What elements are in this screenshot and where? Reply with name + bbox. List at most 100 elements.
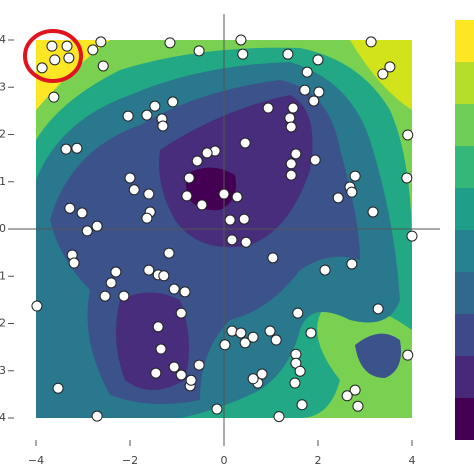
colorbar-band [455,104,474,146]
colorbar-band [455,272,474,314]
point [273,411,285,423]
point [68,257,80,269]
point [61,40,73,52]
contour-band [159,95,313,248]
point [81,225,93,237]
point [152,321,164,333]
point [352,400,364,412]
point [402,349,414,361]
points [31,34,418,423]
point [301,66,313,78]
point [406,230,418,242]
point [319,264,331,276]
point [164,37,176,49]
point [157,120,169,132]
point [256,368,268,380]
x-tick-label: 0 [221,454,228,467]
point [289,377,301,389]
point [239,337,251,349]
y-tick-label: −4 [0,411,6,424]
point [384,61,396,73]
point [52,382,64,394]
point [31,300,43,312]
point [294,365,306,377]
point [97,60,109,72]
point [196,199,208,211]
point [191,155,203,167]
point [185,374,197,386]
point [201,147,213,159]
point [287,102,299,114]
colorbar-band [455,398,474,440]
point [349,170,361,182]
point [118,290,130,302]
point [267,252,279,264]
point [168,361,180,373]
colorbar-band [455,62,474,104]
point [193,45,205,57]
point [262,102,274,114]
point [299,84,311,96]
point [346,186,358,198]
point [64,202,76,214]
point [48,91,60,103]
point [149,100,161,112]
colorbar-band [455,356,474,398]
contour-band [185,167,236,211]
point [349,384,361,396]
point [231,191,243,203]
x-tick-label: 4 [409,454,416,467]
point [270,334,282,346]
point [235,327,247,339]
point [264,325,276,337]
point [237,48,249,60]
point [155,343,167,355]
point [341,390,353,402]
point [71,142,83,154]
point [292,307,304,319]
point [46,40,58,52]
point [224,214,236,226]
point [346,258,358,270]
point [285,121,297,133]
point [175,369,187,381]
point [60,143,72,155]
y-tick-label: 2 [0,128,6,141]
point [247,331,259,343]
y-tick-label: −2 [0,317,6,330]
point [402,129,414,141]
point [87,44,99,56]
point [226,234,238,246]
colorbar-band [455,20,474,62]
point [235,34,247,46]
point [163,247,175,259]
x-tick-label: −2 [122,454,138,467]
x-tick-label: 2 [315,454,322,467]
point [305,327,317,339]
point [105,277,117,289]
point [401,172,413,184]
point [308,95,320,107]
point [309,154,321,166]
point [122,110,134,122]
point [377,68,389,80]
point [143,264,155,276]
point [284,112,296,124]
point [150,367,162,379]
point [313,86,325,98]
point [183,172,195,184]
colorbar [455,20,474,440]
point [63,52,75,64]
point [226,325,238,337]
colorbar-band [455,146,474,188]
y-tick-label: −3 [0,364,6,377]
colorbar-band [455,314,474,356]
y-tick-label: 0 [0,222,6,235]
point [124,172,136,184]
point [239,137,251,149]
point [240,236,252,248]
highlight-circle [23,29,83,83]
point [365,36,377,48]
